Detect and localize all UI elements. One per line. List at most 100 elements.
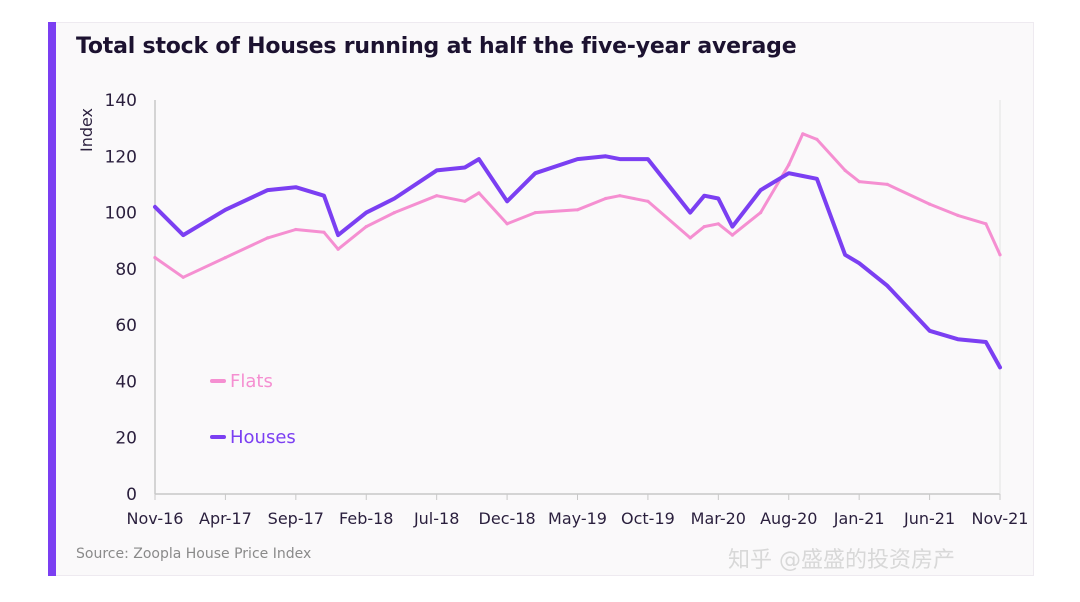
axes: Index (77, 100, 1001, 495)
data-point-flats (477, 191, 481, 195)
data-point-houses (604, 154, 608, 158)
data-point-houses (928, 329, 932, 333)
data-point-houses (223, 208, 227, 212)
data-point-houses (956, 337, 960, 341)
data-point-houses (477, 157, 481, 161)
data-point-houses (266, 188, 270, 192)
data-point-flats (463, 199, 467, 203)
accent-bar (48, 22, 56, 576)
data-point-flats (392, 211, 396, 215)
series-line-houses (153, 154, 1002, 370)
data-point-houses (618, 157, 622, 161)
data-point-houses (533, 171, 537, 175)
data-point-flats (646, 199, 650, 203)
data-point-houses (716, 196, 720, 201)
data-point-flats (618, 194, 622, 198)
data-point-flats (716, 222, 720, 226)
data-point-houses (294, 185, 298, 189)
data-point-houses (885, 284, 889, 288)
data-point-flats (364, 225, 368, 229)
data-point-flats (857, 180, 861, 184)
x-tick-label: Oct-19 (621, 509, 675, 528)
x-tick-label: Aug-20 (760, 509, 817, 528)
y-axis-label: Index (77, 108, 96, 152)
y-tick-label: 0 (126, 485, 137, 505)
data-point-flats (181, 275, 185, 279)
x-tick-label: Nov-16 (127, 509, 184, 528)
y-tick-label: 100 (105, 204, 137, 224)
x-tick-labels: Nov-16 Apr-17 Sep-17 Feb-18 Jul-18 Dec-18 May-… (127, 494, 1029, 528)
data-point-houses (364, 211, 368, 215)
series-line-flats (153, 132, 1002, 279)
data-point-flats (815, 137, 819, 141)
data-point-flats (336, 247, 340, 251)
x-tick-label: Feb-18 (339, 509, 393, 528)
data-point-flats (604, 196, 608, 201)
y-tick-label: 40 (115, 372, 137, 392)
y-tick-label: 60 (115, 316, 137, 336)
chart-title: Total stock of Houses running at half th… (76, 34, 797, 59)
data-point-flats (759, 211, 763, 215)
y-tick-label: 120 (105, 147, 137, 167)
data-point-flats (294, 227, 298, 232)
data-point-flats (505, 222, 509, 226)
data-point-flats (322, 230, 326, 234)
data-point-flats (702, 225, 706, 229)
data-point-houses (801, 174, 805, 178)
data-point-flats (153, 256, 157, 260)
legend-label-flats: Flats (230, 371, 273, 392)
data-point-houses (998, 365, 1002, 369)
data-point-flats (688, 236, 692, 240)
data-point-houses (435, 168, 439, 172)
data-point-flats (435, 194, 439, 198)
data-point-houses (843, 253, 847, 257)
data-point-flats (928, 202, 932, 206)
data-point-houses (787, 171, 791, 175)
y-tick-label: 140 (105, 91, 137, 111)
watermark: 知乎 @盛盛的投资房产 (728, 548, 955, 573)
legend: Flats Houses (210, 371, 296, 448)
data-point-houses (463, 165, 467, 170)
data-point-flats (266, 236, 270, 240)
data-point-flats (533, 211, 537, 215)
data-point-flats (885, 182, 889, 186)
x-tick-label: Sep-17 (268, 509, 324, 528)
data-point-flats (984, 222, 988, 226)
x-tick-label: Jan-21 (833, 509, 885, 528)
data-point-flats (223, 256, 227, 260)
data-point-houses (181, 233, 185, 237)
data-point-houses (336, 233, 340, 237)
x-tick-label: Mar-20 (691, 509, 746, 528)
data-point-houses (702, 194, 706, 198)
data-point-houses (322, 194, 326, 198)
data-point-houses (646, 157, 650, 161)
data-point-houses (153, 205, 157, 209)
data-point-flats (787, 163, 791, 167)
x-tick-label: Jun-21 (903, 509, 955, 528)
x-tick-label: Dec-18 (479, 509, 536, 528)
series-lines (153, 132, 1002, 370)
x-tick-label: Nov-21 (972, 509, 1029, 528)
x-tick-label: Jul-18 (413, 509, 459, 528)
x-tick-label: May-19 (548, 509, 607, 528)
data-point-flats (801, 132, 805, 136)
data-point-houses (815, 177, 819, 181)
data-point-flats (843, 168, 847, 172)
y-tick-label: 20 (115, 429, 137, 449)
data-point-houses (505, 199, 509, 203)
data-point-flats (998, 253, 1002, 257)
data-point-flats (575, 208, 580, 212)
source-note: Source: Zoopla House Price Index (76, 546, 312, 562)
data-point-houses (984, 340, 988, 344)
chart-card (48, 22, 1034, 576)
legend-label-houses: Houses (230, 427, 296, 448)
data-point-flats (730, 233, 735, 237)
data-point-houses (759, 188, 763, 192)
y-tick-label: 80 (115, 260, 137, 280)
data-point-houses (575, 157, 580, 161)
x-tick-label: Apr-17 (199, 509, 252, 528)
y-tick-labels: 0 20 40 60 80 100 120 140 (105, 91, 137, 505)
data-point-houses (730, 225, 735, 229)
data-point-houses (688, 211, 692, 215)
